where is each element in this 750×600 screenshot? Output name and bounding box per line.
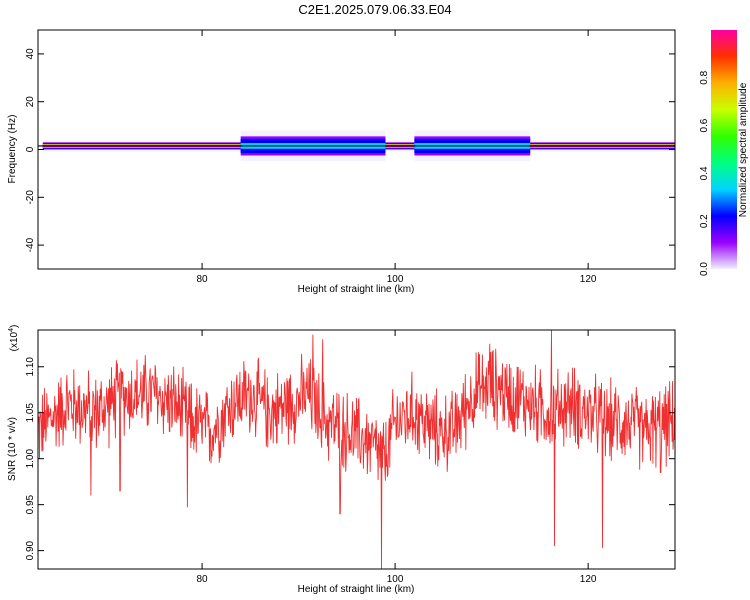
colorbar: 0.0 0.2 0.4 0.6 0.8 Normalized spectral ampl… <box>699 30 749 276</box>
spec-xtick-label-0: 80 <box>197 274 209 285</box>
spec-xtick-label-1: 100 <box>387 274 404 285</box>
snr-panel: 80 100 120 1.10 1.05 1.00 0.95 0.90 Height of s… <box>7 325 676 595</box>
spectrogram-band <box>38 130 675 162</box>
colorbar-tick-0: 0.0 <box>699 262 710 276</box>
colorbar-ticks: 0.0 0.2 0.4 0.6 0.8 <box>699 70 710 276</box>
snr-ytick-label-0: 1.10 <box>25 357 36 377</box>
snr-xtick-label-2: 120 <box>580 574 597 585</box>
snr-xtick-label-1: 100 <box>387 574 404 585</box>
snr-background <box>38 330 675 569</box>
snr-series-line <box>37 329 676 570</box>
spectrogram-panel: 80 100 120 40 20 0 -20 -40 Height of straight l… <box>7 29 676 295</box>
snr-ytick-label-4: 0.90 <box>25 540 36 560</box>
colorbar-gradient <box>711 30 737 269</box>
snr-ytick-label-3: 0.95 <box>25 494 36 514</box>
snr-ytick-label-2: 1.00 <box>25 449 36 469</box>
colorbar-tick-2: 0.4 <box>699 166 710 180</box>
spec-ytick-label-4: -40 <box>25 237 36 252</box>
spec-ytick-label-1: 20 <box>25 96 36 108</box>
colorbar-label: Normalized spectral amplitude <box>738 82 749 217</box>
spectrogram-ticks: 80 100 120 40 20 0 -20 -40 <box>25 30 675 285</box>
spectrogram-xlabel: Height of straight line (km) <box>298 284 415 295</box>
colorbar-tick-4: 0.8 <box>699 70 710 84</box>
snr-ticks: 80 100 120 1.10 1.05 1.00 0.95 0.90 <box>25 330 675 585</box>
snr-xlabel: Height of straight line (km) <box>298 584 415 595</box>
snr-multiplier: (x104) <box>8 325 20 352</box>
colorbar-tick-3: 0.6 <box>699 118 710 132</box>
spectrogram-frame <box>37 29 676 270</box>
colorbar-tick-1: 0.2 <box>699 214 710 228</box>
snr-frame <box>37 329 676 570</box>
spec-xtick-label-2: 120 <box>580 274 597 285</box>
spec-ytick-label-2: 0 <box>25 146 36 152</box>
snr-xtick-label-0: 80 <box>197 574 209 585</box>
spectrogram-ylabel: Frequency (Hz) <box>7 115 18 184</box>
spec-ytick-label-0: 40 <box>25 48 36 60</box>
spec-ytick-label-3: -20 <box>25 190 36 205</box>
snr-ylabel: SNR (10 * v/v) <box>7 417 18 481</box>
snr-ytick-label-1: 1.05 <box>25 403 36 423</box>
figure-title: C2E1.2025.079.06.33.E04 <box>298 2 451 17</box>
